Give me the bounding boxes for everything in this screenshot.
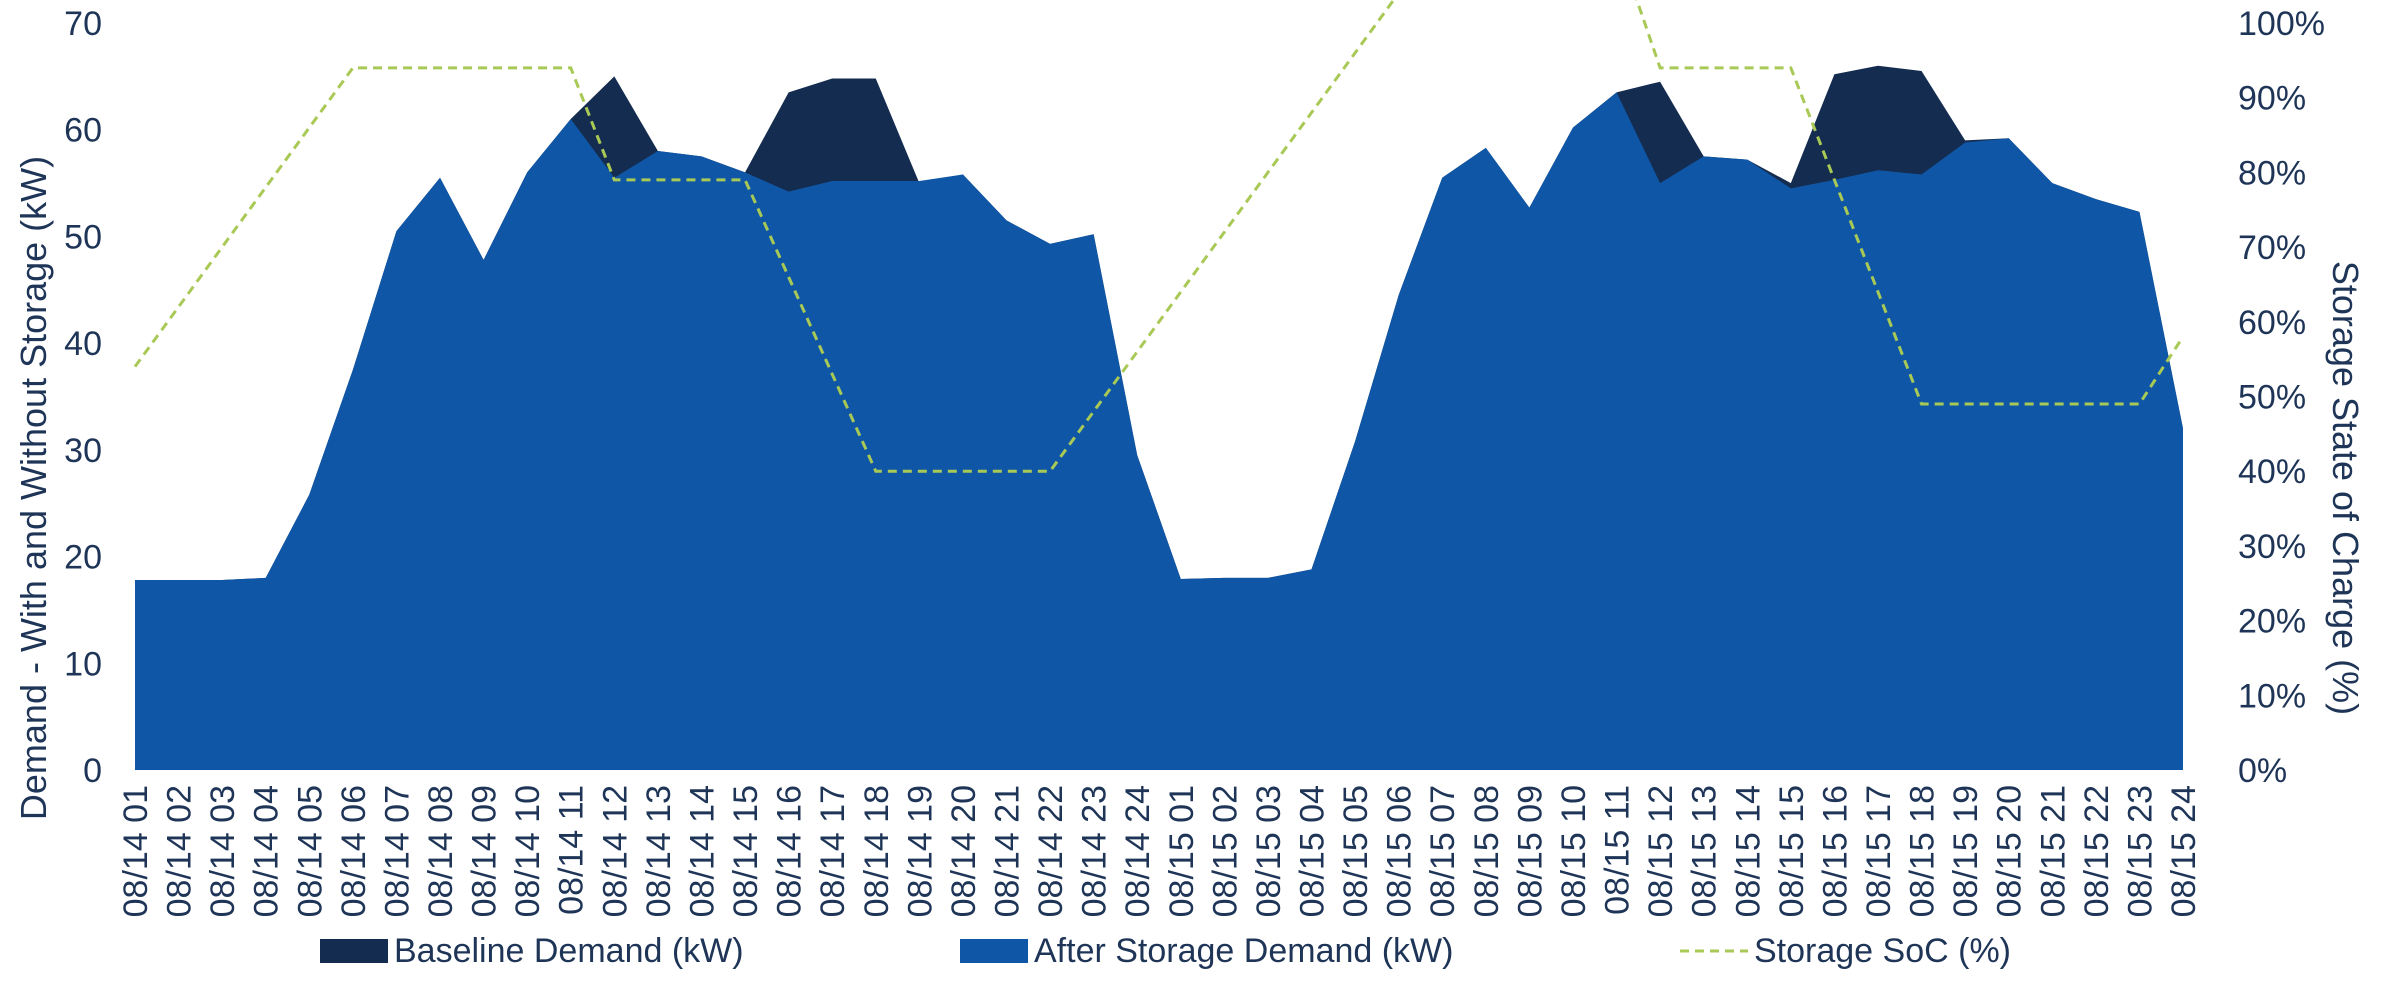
left-tick-label: 30 <box>64 432 102 470</box>
x-tick-label: 08/14 06 <box>335 785 373 917</box>
plot-areas <box>135 65 2183 771</box>
left-tick-label: 0 <box>83 752 102 790</box>
x-tick-label: 08/14 19 <box>901 785 939 917</box>
right-tick-label: 30% <box>2238 528 2306 566</box>
x-tick-label: 08/14 04 <box>248 785 286 917</box>
x-tick-label: 08/15 06 <box>1381 785 1419 917</box>
x-tick-label: 08/14 08 <box>422 785 460 917</box>
x-tick-label: 08/14 01 <box>117 785 155 917</box>
right-tick-label: 60% <box>2238 304 2306 342</box>
right-tick-label: 40% <box>2238 453 2306 491</box>
x-tick-label: 08/15 20 <box>1991 785 2029 917</box>
x-tick-label: 08/14 15 <box>727 785 765 917</box>
x-tick-label: 08/14 18 <box>858 785 896 917</box>
series-line-2 <box>133 0 2185 473</box>
left-tick-label: 60 <box>64 112 102 150</box>
x-tick-label: 08/14 12 <box>596 785 634 917</box>
x-tick-label: 08/14 23 <box>1076 785 1114 917</box>
left-tick-label: 20 <box>64 539 102 577</box>
x-tick-label: 08/15 10 <box>1555 785 1593 917</box>
x-tick-label: 08/15 03 <box>1250 785 1288 917</box>
right-tick-label: 100% <box>2238 5 2325 43</box>
x-tick-label: 08/14 13 <box>640 785 678 917</box>
left-tick-label: 40 <box>64 325 102 363</box>
legend: Baseline Demand (kW) After Storage Demand… <box>320 932 2011 970</box>
left-tick-label: 10 <box>64 645 102 683</box>
left-tick-label: 70 <box>64 5 102 43</box>
x-tick-label: 08/14 07 <box>378 785 416 917</box>
x-tick-label: 08/15 17 <box>1860 785 1898 917</box>
x-tick-label: 08/15 19 <box>1947 785 1985 917</box>
right-axis-ticks: 0% 10% 20% 30% 40% 50% 60% 70% 80% 90% 100% <box>2238 5 2325 790</box>
left-axis-ticks: 0 10 20 30 40 50 60 70 <box>64 5 102 790</box>
right-tick-label: 80% <box>2238 154 2306 192</box>
left-tick-label: 50 <box>64 218 102 256</box>
x-tick-label: 08/15 21 <box>2034 785 2072 917</box>
legend-label: After Storage Demand (kW) <box>1034 932 1453 970</box>
x-tick-label: 08/15 18 <box>1904 785 1942 917</box>
right-tick-label: 50% <box>2238 379 2306 417</box>
x-tick-label: 08/15 22 <box>2078 785 2116 917</box>
x-tick-label: 08/14 22 <box>1032 785 1070 917</box>
x-tick-label: 08/14 14 <box>683 785 721 917</box>
legend-label: Baseline Demand (kW) <box>394 932 744 970</box>
plot-lines <box>133 0 2185 473</box>
right-tick-label: 0% <box>2238 752 2287 790</box>
right-tick-label: 20% <box>2238 603 2306 641</box>
x-axis-ticks: 08/14 01 08/14 02 08/14 03 08/14 04 08/14 05… <box>117 785 2203 917</box>
right-axis-title: Storage State of Charge (%) <box>2325 261 2366 715</box>
x-tick-label: 08/14 02 <box>161 785 199 917</box>
series-area-1 <box>135 92 2183 771</box>
x-tick-label: 08/15 16 <box>1816 785 1854 917</box>
x-tick-label: 08/14 09 <box>466 785 504 917</box>
x-tick-label: 08/15 08 <box>1468 785 1506 917</box>
x-tick-label: 08/14 03 <box>204 785 242 917</box>
x-tick-label: 08/15 02 <box>1206 785 1244 917</box>
x-tick-label: 08/14 21 <box>988 785 1026 917</box>
x-tick-label: 08/14 20 <box>945 785 983 917</box>
x-tick-label: 08/14 11 <box>553 785 591 915</box>
x-tick-label: 08/15 11 <box>1599 785 1637 915</box>
x-tick-label: 08/15 23 <box>2121 785 2159 917</box>
left-axis-title: Demand - With and Without Storage (kW) <box>13 156 54 820</box>
x-tick-label: 08/15 12 <box>1642 785 1680 917</box>
right-tick-label: 70% <box>2238 229 2306 267</box>
x-tick-label: 08/14 17 <box>814 785 852 917</box>
x-tick-label: 08/14 24 <box>1119 785 1157 917</box>
x-tick-label: 08/15 13 <box>1686 785 1724 917</box>
x-tick-label: 08/14 05 <box>291 785 329 917</box>
x-tick-label: 08/15 05 <box>1337 785 1375 917</box>
legend-label: Storage SoC (%) <box>1754 932 2011 970</box>
x-tick-label: 08/15 04 <box>1294 785 1332 917</box>
right-tick-label: 90% <box>2238 80 2306 118</box>
x-tick-label: 08/14 10 <box>509 785 547 917</box>
legend-swatch <box>320 939 388 963</box>
x-tick-label: 08/15 07 <box>1424 785 1462 917</box>
x-tick-label: 08/15 01 <box>1163 785 1201 917</box>
x-tick-label: 08/15 15 <box>1773 785 1811 917</box>
x-tick-label: 08/15 09 <box>1511 785 1549 917</box>
x-tick-label: 08/15 14 <box>1729 785 1767 917</box>
right-tick-label: 10% <box>2238 677 2306 715</box>
x-tick-label: 08/15 24 <box>2165 785 2203 917</box>
legend-swatch <box>960 939 1028 963</box>
x-tick-label: 08/14 16 <box>771 785 809 917</box>
